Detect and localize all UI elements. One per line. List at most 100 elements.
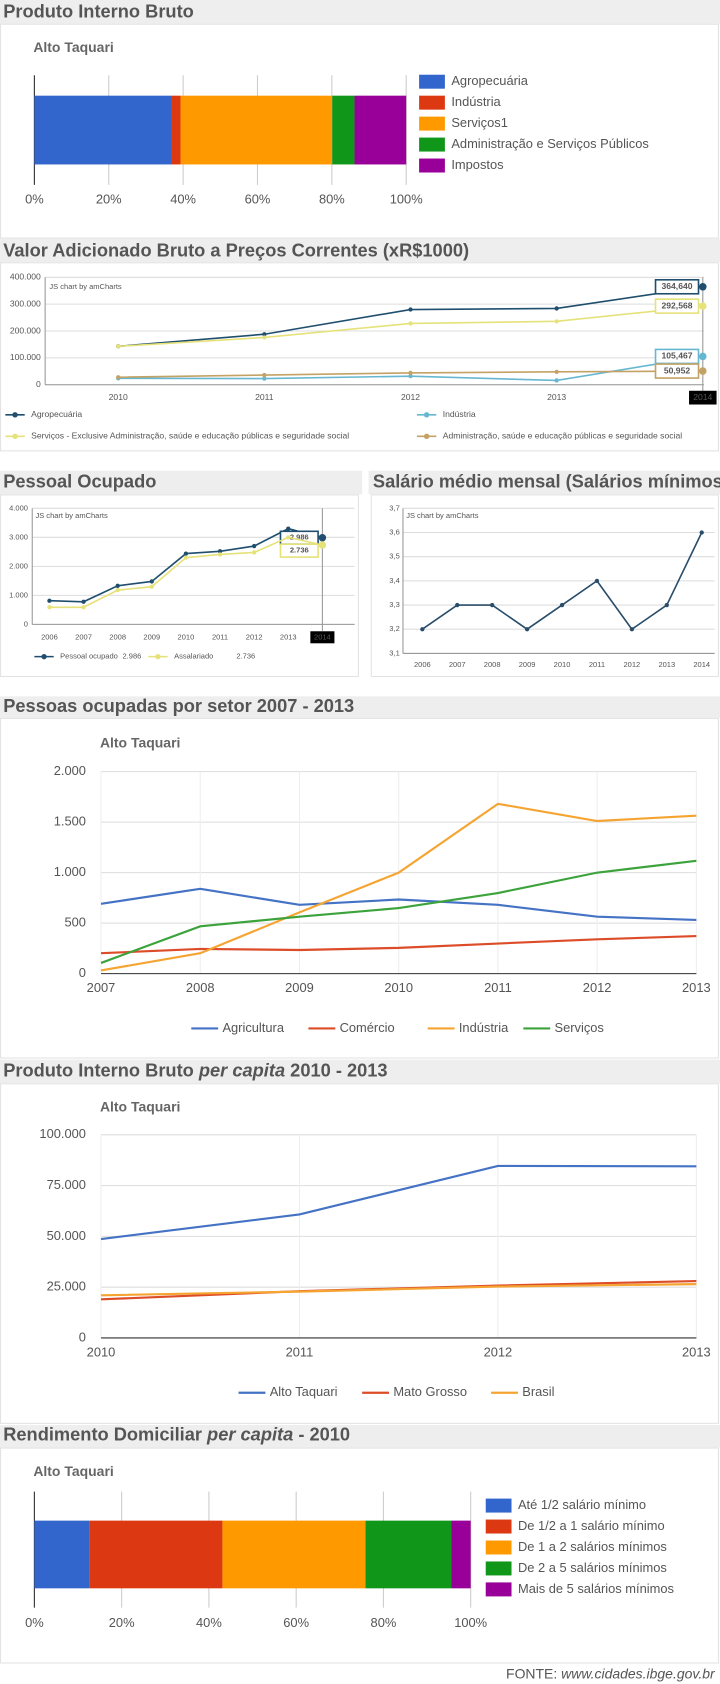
point [262,335,267,340]
y-tick-label: 3,7 [389,503,399,512]
point [554,378,559,383]
point [149,579,154,584]
legend-swatch [419,137,445,152]
balloon [654,298,700,314]
value-label: 105,467 [662,351,693,361]
legend-swatch [485,1561,512,1576]
bar-segment [89,1520,223,1589]
point [318,533,327,542]
point [554,319,559,324]
legend-dot [423,412,430,418]
y-tick-label: 1.000 [54,864,86,879]
y-tick-label: 300.000 [10,298,41,308]
y-tick-label: 0 [24,619,28,628]
point [490,602,495,608]
panel [0,1083,719,1424]
point [286,526,291,531]
panel [370,494,719,678]
section-title: Pessoas ocupadas por setor 2007 - 2013 [3,695,354,716]
x-tick-label: 2013 [658,660,675,669]
point [664,602,669,608]
y-tick-label: 3,6 [389,527,399,536]
x-tick-label: 20% [109,1615,135,1630]
legend-label: Indústria [459,1020,509,1035]
x-tick-label: 80% [319,191,345,206]
y-tick-label: 0 [79,1329,86,1344]
bar-segment [180,95,333,165]
point [262,372,267,378]
legend-value: 2.986 [123,652,142,661]
y-tick-label: 0 [36,379,41,389]
legend-label: Pessoal ocupado [60,652,118,661]
x-tick-label: 2011 [255,392,274,402]
legend-swatch [419,74,445,89]
point [116,375,121,380]
x-tick-label: 2010 [109,392,128,402]
bar-segment [171,95,181,165]
y-tick-label: 500 [64,915,85,930]
y-tick-label: 1.000 [9,590,28,599]
title-part: per capita [198,1059,285,1080]
bar-segment [34,1520,90,1589]
legend-value: 2.736 [236,652,255,661]
panel [0,494,359,678]
y-tick-label: 75.000 [47,1177,86,1192]
point [47,598,52,603]
y-tick-label: 3,5 [389,552,399,561]
y-tick-label: 1.500 [54,814,86,829]
section-band [0,1059,720,1084]
series-line [100,859,697,964]
x-tick-label: 2010 [384,980,413,995]
value-label: 364,640 [662,281,693,291]
point [554,369,559,374]
legend-label: De 1 a 2 salários mínimos [518,1539,667,1554]
x-tick-label: 2010 [554,660,571,669]
point [217,552,223,557]
legend-label: De 2 a 5 salários mínimos [518,1560,667,1575]
legend-label: Serviços1 [451,115,508,130]
point [699,352,707,361]
section-title: Produto Interno Bruto [3,1,194,22]
y-tick-label: 100.000 [10,352,41,362]
point [252,543,257,549]
x-tick-label: 2012 [583,980,612,995]
point [116,344,121,349]
title-part: 2010 - 2013 [285,1059,388,1080]
legend-dot [423,433,430,440]
annotation: JS chart by amCharts [406,511,478,520]
title-part: Rendimento Domiciliar [3,1424,207,1445]
x-tick-label: 2009 [519,660,536,669]
x-tick-label: 2013 [547,392,566,402]
legend-swatch [485,1519,512,1534]
legend-dot [12,412,18,418]
footer-label: FONTE: [506,1665,561,1681]
title-part: Produto Interno Bruto [3,1059,199,1080]
point [524,627,530,632]
x-tick-label: 2006 [41,632,58,641]
legend-swatch [485,1540,512,1555]
series-line [100,934,697,955]
x-tick-label: 2009 [143,632,160,641]
x-tick-label: 2013 [280,632,297,641]
legend-label: Assalariado [174,652,213,661]
x-tick-label: 2013 [682,980,711,995]
point [629,627,635,632]
point [408,374,413,379]
x-tick-label: 2008 [186,980,215,995]
bar-segment [222,1520,366,1589]
point [699,283,707,291]
x-tick-label: 2012 [484,1344,513,1359]
x-tick-label: 60% [245,191,271,206]
cursor-box [310,631,335,644]
x-tick-label: 40% [170,191,196,206]
legend-label: Alto Taquari [270,1384,338,1399]
y-tick-label: 25.000 [47,1279,86,1294]
series-line [100,1164,697,1241]
legend-dot [155,653,161,660]
point [286,535,291,540]
point [115,583,120,588]
subtitle: Alto Taquari [100,734,180,750]
x-tick-label: 20% [96,191,122,206]
legend-label: Indústria [451,94,501,109]
